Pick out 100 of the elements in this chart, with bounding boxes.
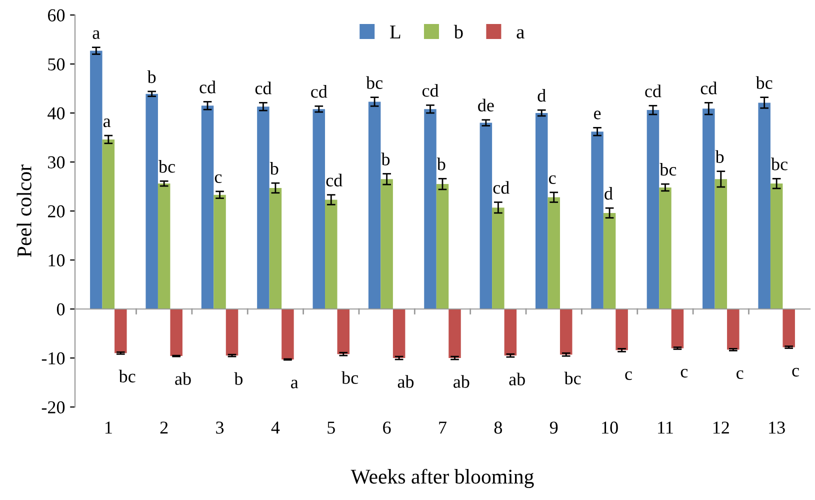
y-axis-title: Peel colcor xyxy=(16,164,32,257)
x-tick-label: 9 xyxy=(550,422,558,434)
legend-label: a xyxy=(516,29,524,39)
data-label: ab xyxy=(454,375,470,388)
bar xyxy=(114,309,127,354)
bar xyxy=(337,309,350,354)
bar xyxy=(646,110,660,309)
x-tick-label: 10 xyxy=(602,422,618,434)
data-label: b xyxy=(234,372,243,385)
bar xyxy=(312,109,326,309)
bar xyxy=(436,184,449,309)
data-label: c xyxy=(792,368,799,377)
data-label: a xyxy=(103,118,111,128)
bar xyxy=(714,179,728,309)
data-label: c xyxy=(680,368,688,378)
bar xyxy=(782,309,795,348)
y-tick-label: 60 xyxy=(48,9,65,22)
data-label: bc xyxy=(118,370,136,382)
data-label: a xyxy=(291,380,298,388)
bar xyxy=(616,309,628,350)
bar xyxy=(758,102,770,309)
y-tick-label: 0 xyxy=(56,303,65,316)
data-label: b xyxy=(436,158,446,170)
data-label: b xyxy=(147,70,156,84)
data-label: cd xyxy=(311,85,328,98)
data-label: bc xyxy=(342,371,358,384)
data-label: c xyxy=(548,175,556,184)
bar xyxy=(727,309,740,350)
bar xyxy=(325,200,338,309)
y-tick-label: 50 xyxy=(48,58,65,70)
data-label: ab xyxy=(398,375,414,388)
bar xyxy=(548,197,560,309)
bar xyxy=(659,187,672,309)
data-label: cd xyxy=(255,82,272,94)
bar xyxy=(702,108,715,309)
x-tick-label: 4 xyxy=(271,422,280,434)
bar xyxy=(269,188,282,309)
data-label: b xyxy=(715,150,724,163)
bar xyxy=(770,184,783,309)
x-tick-label: 6 xyxy=(383,422,391,434)
data-label: bc xyxy=(158,160,176,173)
data-label: d xyxy=(604,186,613,200)
data-label: a xyxy=(92,30,100,39)
bar xyxy=(146,94,158,309)
y-tick-label: 20 xyxy=(48,205,65,218)
y-tick-label: 40 xyxy=(48,107,65,120)
bar xyxy=(591,132,604,309)
bar xyxy=(380,179,393,309)
data-label: bc xyxy=(660,162,676,176)
x-tick-label: 12 xyxy=(713,422,729,434)
bar xyxy=(158,184,170,309)
x-tick-label: 5 xyxy=(328,422,335,434)
bar xyxy=(448,309,461,358)
x-tick-label: 11 xyxy=(658,422,673,434)
data-label: bc xyxy=(756,76,772,89)
data-label: c xyxy=(736,370,744,380)
bar xyxy=(492,208,504,309)
bar xyxy=(90,50,102,309)
bar xyxy=(257,106,270,309)
bar xyxy=(535,113,548,309)
bar xyxy=(102,139,115,309)
x-tick-label: 1 xyxy=(105,422,112,434)
x-tick-label: 7 xyxy=(439,422,446,434)
bar xyxy=(671,309,684,348)
data-label: c xyxy=(625,371,632,380)
bar xyxy=(226,309,238,356)
bar xyxy=(480,122,492,309)
data-label: cd xyxy=(700,82,717,94)
data-label: cd xyxy=(326,174,342,186)
data-label: d xyxy=(538,88,546,102)
bar xyxy=(424,109,436,309)
bar xyxy=(170,309,182,356)
data-label: e xyxy=(594,110,601,120)
data-label: cd xyxy=(422,84,439,97)
data-label: ab xyxy=(509,372,525,386)
data-label: cd xyxy=(200,80,216,94)
data-label: cd xyxy=(493,181,510,194)
data-label: cd xyxy=(645,84,662,98)
x-axis-title: Weeks after blooming xyxy=(350,468,534,488)
bar xyxy=(392,309,406,358)
y-tick-label: 30 xyxy=(48,156,65,168)
bar xyxy=(603,212,616,309)
data-label: de xyxy=(478,98,494,112)
data-label: bc xyxy=(771,158,788,170)
data-label: b xyxy=(381,152,390,166)
bar xyxy=(504,309,517,356)
data-label: c xyxy=(214,174,222,184)
bar xyxy=(282,309,294,360)
legend-label: b xyxy=(454,24,463,39)
x-tick-label: 8 xyxy=(494,422,502,434)
y-tick-label: 10 xyxy=(48,254,65,266)
legend-label: L xyxy=(390,26,400,38)
bar xyxy=(201,106,214,309)
bar xyxy=(214,194,226,309)
data-label: ab xyxy=(175,372,191,385)
data-label: bc xyxy=(564,372,581,384)
x-tick-label: 2 xyxy=(160,422,168,434)
y-tick-label: -20 xyxy=(42,401,65,414)
y-tick-label: -10 xyxy=(42,352,65,364)
data-label: b xyxy=(270,162,278,175)
